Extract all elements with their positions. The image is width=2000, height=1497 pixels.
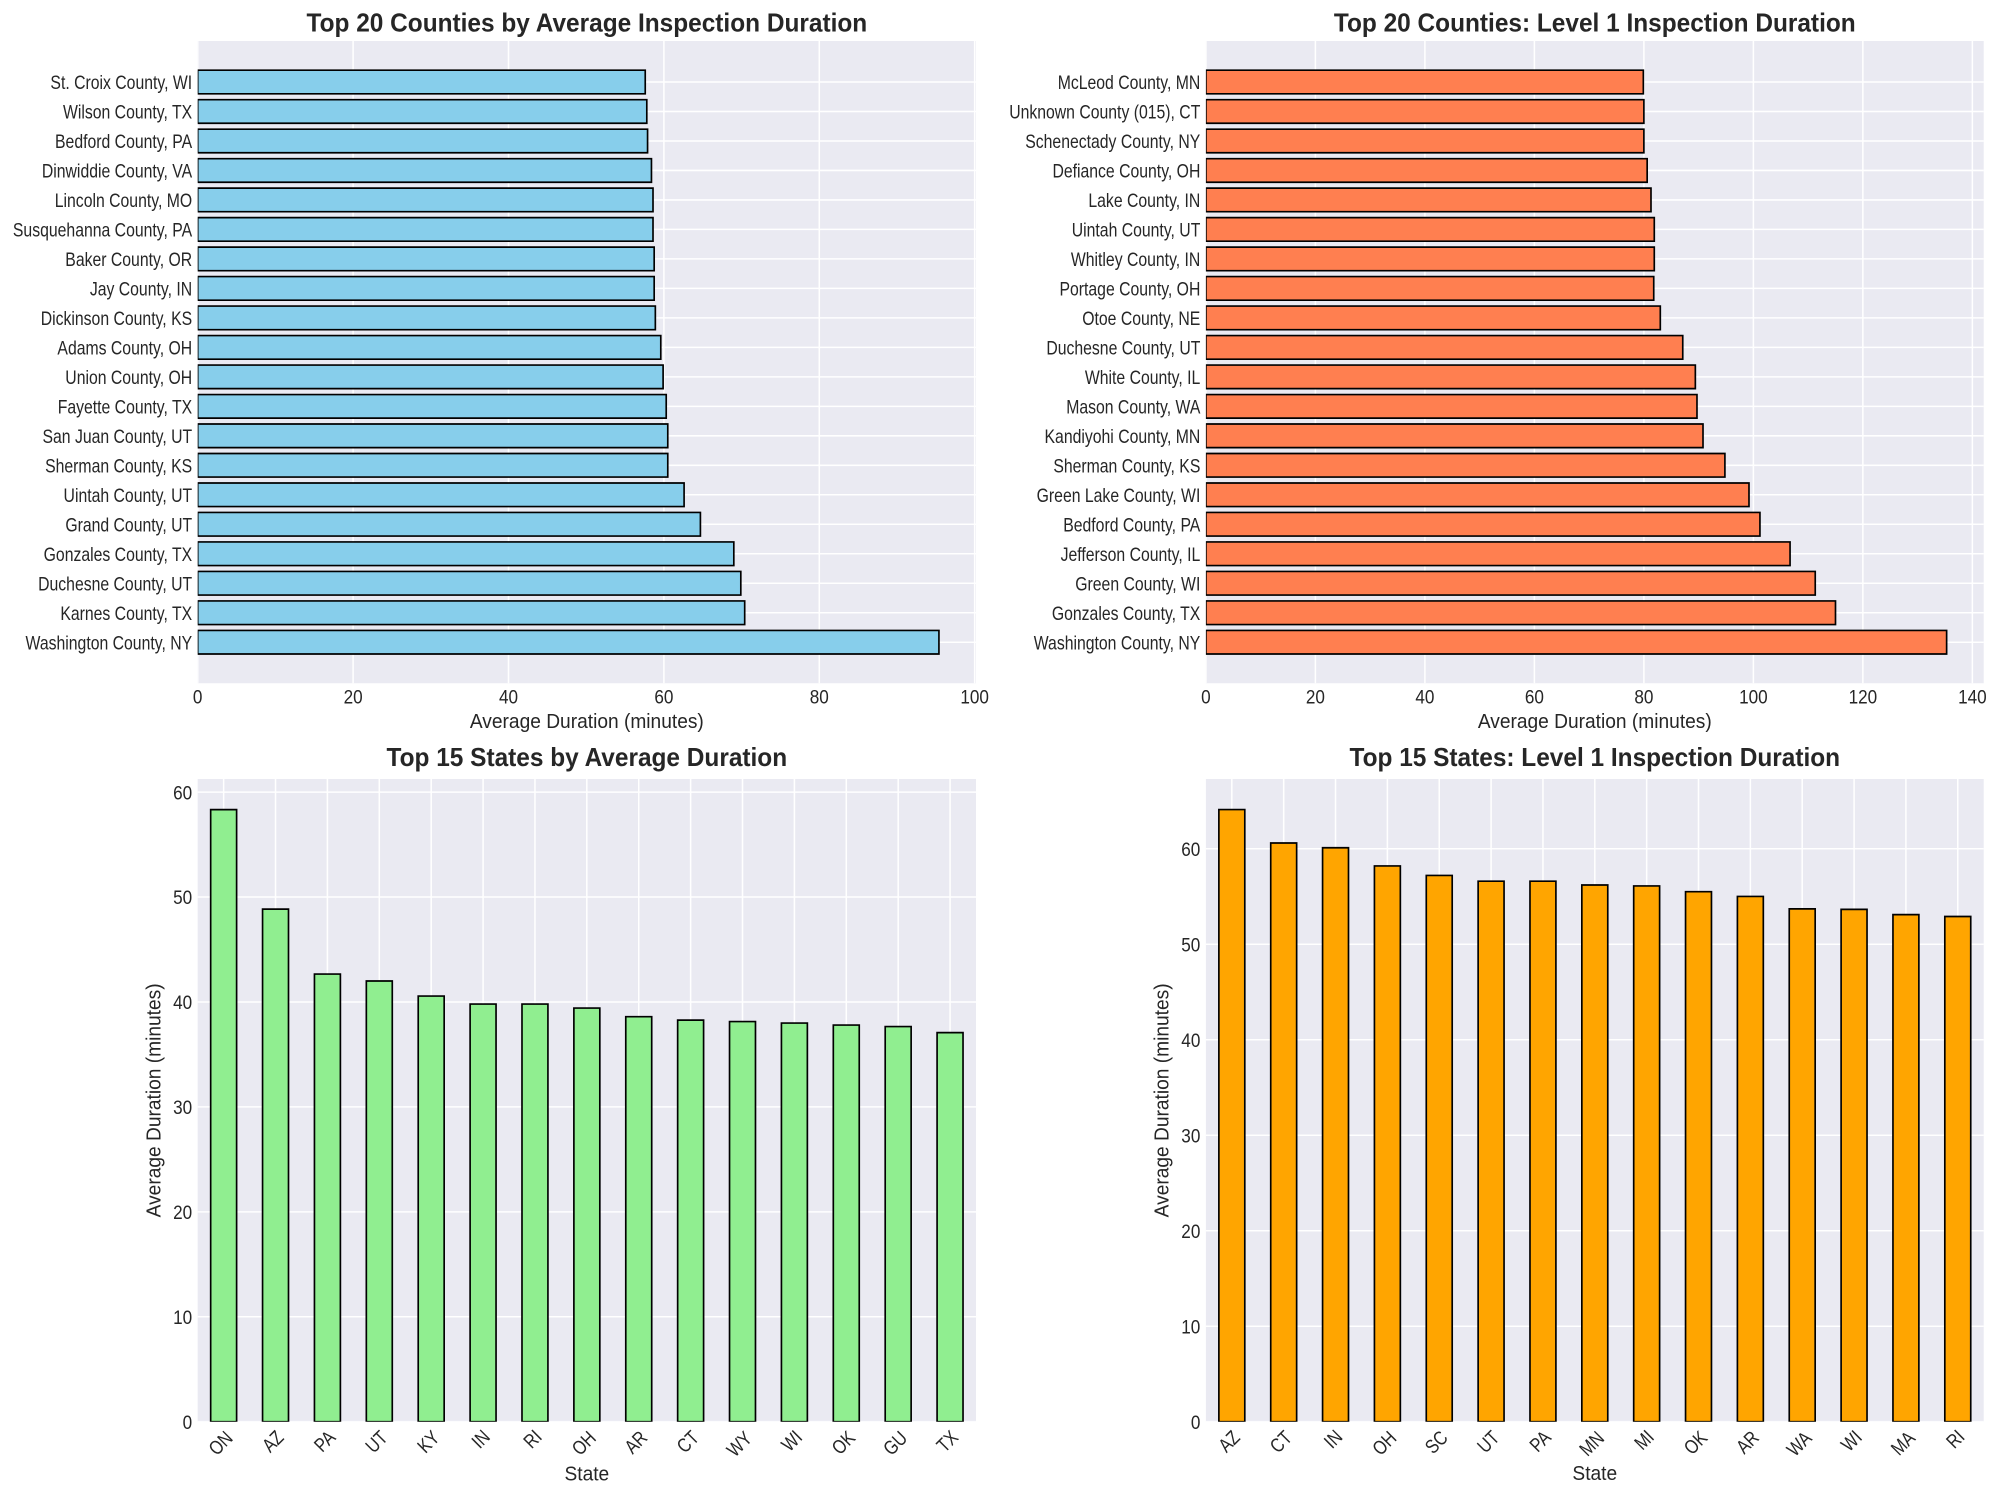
svg-text:40: 40 xyxy=(173,992,192,1014)
svg-text:Otoe County, NE: Otoe County, NE xyxy=(1082,308,1200,330)
svg-text:Grand County, UT: Grand County, UT xyxy=(65,514,192,536)
svg-text:20: 20 xyxy=(344,687,363,709)
svg-text:State: State xyxy=(1572,1463,1617,1485)
svg-text:Defiance County, OH: Defiance County, OH xyxy=(1052,161,1200,183)
svg-text:Gonzales County, TX: Gonzales County, TX xyxy=(44,544,192,566)
svg-text:Bedford County, PA: Bedford County, PA xyxy=(55,131,193,153)
svg-text:40: 40 xyxy=(499,687,518,709)
svg-text:40: 40 xyxy=(1415,687,1434,709)
svg-text:30: 30 xyxy=(1181,1125,1200,1147)
svg-text:San Juan County, UT: San Juan County, UT xyxy=(43,426,193,448)
svg-text:Duchesne County, UT: Duchesne County, UT xyxy=(38,573,192,595)
svg-text:Average Duration (minutes): Average Duration (minutes) xyxy=(1478,711,1712,733)
svg-text:Lincoln County, MO: Lincoln County, MO xyxy=(55,190,192,212)
svg-text:20: 20 xyxy=(173,1202,192,1224)
svg-text:0: 0 xyxy=(193,687,203,709)
svg-text:100: 100 xyxy=(1739,687,1768,709)
svg-text:120: 120 xyxy=(1849,687,1878,709)
svg-text:Susquehanna County, PA: Susquehanna County, PA xyxy=(13,220,193,242)
svg-text:50: 50 xyxy=(173,887,192,909)
svg-text:Top 20 Counties: Level 1 Inspe: Top 20 Counties: Level 1 Inspection Dura… xyxy=(1334,7,1856,37)
svg-text:White County, IL: White County, IL xyxy=(1085,367,1200,389)
svg-text:Schenectady County, NY: Schenectady County, NY xyxy=(1025,131,1200,153)
svg-text:Union County, OH: Union County, OH xyxy=(65,367,192,389)
svg-text:80: 80 xyxy=(810,687,829,709)
svg-text:0: 0 xyxy=(1201,687,1211,709)
svg-text:Washington County, NY: Washington County, NY xyxy=(26,632,193,654)
svg-text:100: 100 xyxy=(960,687,989,709)
svg-text:Top 15 States by Average Durat: Top 15 States by Average Duration xyxy=(387,742,788,772)
svg-text:Sherman County, KS: Sherman County, KS xyxy=(1053,455,1200,477)
svg-text:Unknown County (015), CT: Unknown County (015), CT xyxy=(1009,102,1200,124)
svg-text:Adams County, OH: Adams County, OH xyxy=(57,338,192,360)
svg-text:State: State xyxy=(564,1464,609,1486)
svg-text:Average Duration (minutes): Average Duration (minutes) xyxy=(1152,983,1174,1217)
svg-text:Wilson County, TX: Wilson County, TX xyxy=(63,102,192,124)
svg-text:Dickinson County, KS: Dickinson County, KS xyxy=(41,308,192,330)
svg-text:20: 20 xyxy=(1181,1221,1200,1243)
svg-text:20: 20 xyxy=(1306,687,1325,709)
svg-text:60: 60 xyxy=(173,782,192,804)
svg-text:Gonzales County, TX: Gonzales County, TX xyxy=(1052,603,1200,625)
svg-text:Dinwiddie County, VA: Dinwiddie County, VA xyxy=(42,161,193,183)
svg-text:50: 50 xyxy=(1181,934,1200,956)
svg-text:0: 0 xyxy=(183,1412,193,1434)
svg-text:Kandiyohi County, MN: Kandiyohi County, MN xyxy=(1045,426,1201,448)
svg-text:Portage County, OH: Portage County, OH xyxy=(1059,279,1200,301)
svg-text:Top 15 States: Level 1 Inspect: Top 15 States: Level 1 Inspection Durati… xyxy=(1350,742,1841,772)
svg-text:Uintah County, UT: Uintah County, UT xyxy=(1072,220,1201,242)
svg-text:McLeod County, MN: McLeod County, MN xyxy=(1058,72,1201,94)
svg-text:Uintah County, UT: Uintah County, UT xyxy=(64,485,193,507)
svg-text:Karnes County, TX: Karnes County, TX xyxy=(60,603,192,625)
svg-text:30: 30 xyxy=(173,1097,192,1119)
svg-text:St. Croix County, WI: St. Croix County, WI xyxy=(50,72,192,94)
svg-text:Sherman County, KS: Sherman County, KS xyxy=(45,455,192,477)
svg-text:140: 140 xyxy=(1958,687,1987,709)
svg-text:Jefferson County, IL: Jefferson County, IL xyxy=(1061,544,1201,566)
svg-text:40: 40 xyxy=(1181,1030,1200,1052)
svg-text:10: 10 xyxy=(173,1307,192,1329)
svg-text:Green County, WI: Green County, WI xyxy=(1075,573,1200,595)
svg-text:60: 60 xyxy=(1525,687,1544,709)
svg-text:Average Duration (minutes): Average Duration (minutes) xyxy=(143,983,165,1217)
svg-text:Duchesne County, UT: Duchesne County, UT xyxy=(1046,338,1200,360)
svg-text:60: 60 xyxy=(1181,839,1200,861)
svg-text:Jay County, IN: Jay County, IN xyxy=(90,279,192,301)
svg-text:Average Duration (minutes): Average Duration (minutes) xyxy=(470,711,704,733)
svg-text:Top 20 Counties by Average Ins: Top 20 Counties by Average Inspection Du… xyxy=(307,7,868,37)
svg-text:Baker County, OR: Baker County, OR xyxy=(65,249,192,271)
svg-text:Fayette County, TX: Fayette County, TX xyxy=(58,396,192,418)
svg-text:0: 0 xyxy=(1191,1412,1201,1434)
svg-text:10: 10 xyxy=(1181,1316,1200,1338)
svg-text:60: 60 xyxy=(654,687,673,709)
svg-text:Mason County, WA: Mason County, WA xyxy=(1066,396,1201,418)
svg-text:Washington County, NY: Washington County, NY xyxy=(1034,632,1201,654)
svg-text:Whitley County, IN: Whitley County, IN xyxy=(1071,249,1200,271)
svg-text:Lake County, IN: Lake County, IN xyxy=(1088,190,1200,212)
svg-text:Bedford County, PA: Bedford County, PA xyxy=(1063,514,1201,536)
svg-text:80: 80 xyxy=(1634,687,1653,709)
svg-text:Green Lake County, WI: Green Lake County, WI xyxy=(1037,485,1201,507)
